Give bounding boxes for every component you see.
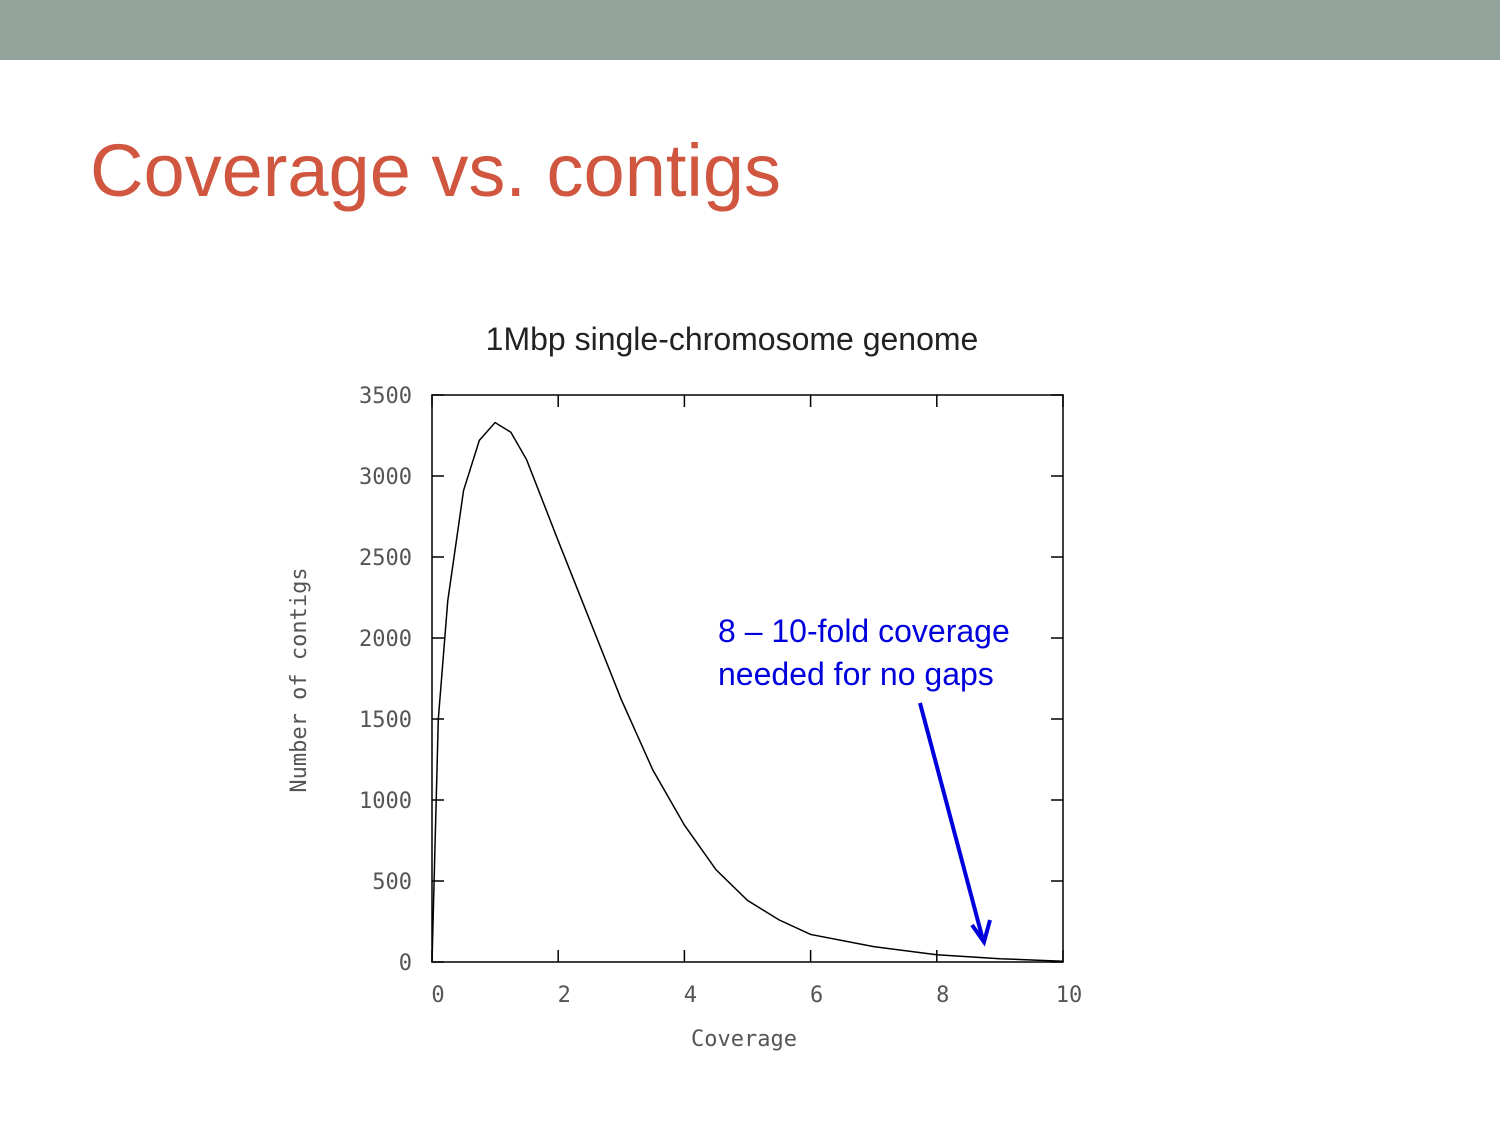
x-tick-label: 2 [558, 983, 571, 1008]
annotation-text: 8 – 10-fold coverage [718, 613, 1010, 649]
slide-title: Coverage vs. contigs [90, 129, 781, 212]
x-axis-label: Coverage [691, 1027, 797, 1052]
y-tick-label: 500 [372, 870, 412, 895]
x-tick-label: 4 [684, 983, 697, 1008]
x-tick-label: 6 [810, 983, 823, 1008]
y-tick-label: 1500 [359, 708, 412, 733]
y-tick-label: 3500 [359, 384, 412, 409]
y-axis-label: Number of contigs [287, 567, 312, 792]
annotation-text: needed for no gaps [718, 656, 994, 692]
chart-title: 1Mbp single-chromosome genome [486, 321, 979, 357]
top-band [0, 0, 1500, 60]
y-tick-label: 2000 [359, 627, 412, 652]
y-tick-label: 2500 [359, 546, 412, 571]
plot-frame [431, 394, 1064, 963]
annotation-arrowhead [970, 919, 992, 947]
x-tick-label: 8 [936, 983, 949, 1008]
y-tick-label: 0 [399, 951, 412, 976]
x-tick-label: 10 [1056, 983, 1083, 1008]
y-tick-label: 3000 [359, 465, 412, 490]
annotation-arrow [918, 702, 985, 941]
x-tick-label: 0 [431, 983, 444, 1008]
y-tick-label: 1000 [359, 789, 412, 814]
data-line [431, 421, 1064, 963]
